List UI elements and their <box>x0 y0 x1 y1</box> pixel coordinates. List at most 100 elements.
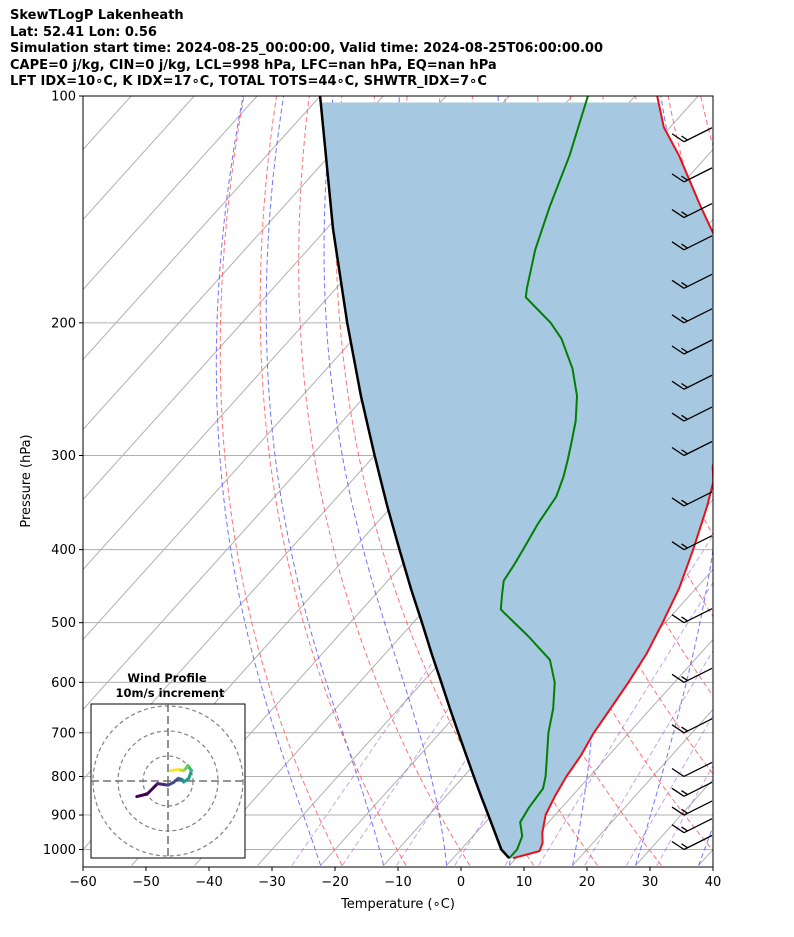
barb-half <box>681 449 688 455</box>
isotherm <box>83 96 384 431</box>
barb-half <box>681 808 688 814</box>
parcel-line <box>318 96 511 860</box>
x-tick-label: 20 <box>579 875 596 890</box>
x-tick-label: 30 <box>642 875 659 890</box>
barb-flag <box>671 824 685 834</box>
barb-staff <box>683 235 713 251</box>
wind-barb <box>671 127 713 143</box>
y-tick-label: 700 <box>51 726 76 741</box>
y-tick-label: 400 <box>51 543 76 558</box>
dry-adiabat <box>733 96 794 866</box>
x-tick-label: −50 <box>132 875 159 890</box>
barb-flag <box>671 173 685 183</box>
barb-staff <box>683 440 713 457</box>
barb-flag <box>671 241 685 251</box>
y-tick-label: 900 <box>51 809 76 824</box>
x-tick-label: −20 <box>321 875 348 890</box>
barb-flag <box>671 614 685 624</box>
y-tick-label: 800 <box>51 770 76 785</box>
barb-flag <box>671 787 685 797</box>
barb-staff <box>683 761 713 778</box>
dry-adiabat <box>700 96 713 149</box>
x-tick-label: 40 <box>705 875 722 890</box>
inset-subtitle: 10m/s increment <box>116 686 225 700</box>
wind-barb <box>671 818 713 834</box>
barb-flag <box>671 209 685 219</box>
inset-title: Wind Profile <box>127 671 207 685</box>
barb-flag <box>671 345 685 355</box>
barb-staff <box>683 308 713 324</box>
isotherm <box>83 96 258 291</box>
barb-flag <box>671 673 685 683</box>
barb-half <box>681 616 688 622</box>
barb-half <box>681 382 688 389</box>
x-tick-label: −30 <box>258 875 285 890</box>
y-tick-label: 200 <box>51 316 76 331</box>
barb-staff <box>683 374 713 390</box>
wind-barb <box>671 203 713 219</box>
barb-half <box>681 726 688 732</box>
title-indices: LFT IDX=10∘C, K IDX=17∘C, TOTAL TOTS=44∘… <box>10 74 487 90</box>
x-tick-label: −10 <box>384 875 411 890</box>
dry-adiabat <box>259 96 407 866</box>
barb-staff <box>683 167 713 183</box>
cape-area <box>320 102 713 859</box>
isotherm <box>83 96 321 361</box>
wind-barb <box>671 608 713 624</box>
barb-flag <box>671 446 685 457</box>
y-axis-label: Pressure (hPa) <box>19 434 34 527</box>
barb-half <box>681 243 688 249</box>
barb-half <box>681 826 688 832</box>
dry-adiabat <box>335 96 535 866</box>
wind-barb <box>671 718 713 734</box>
moist-adiabat <box>323 96 448 866</box>
barb-staff <box>683 718 713 734</box>
barb-staff <box>683 608 713 624</box>
title-times: Simulation start time: 2024-08-25_00:00:… <box>10 41 603 57</box>
barb-half <box>681 316 688 322</box>
isotherm <box>572 708 713 866</box>
title-cape: CAPE=0 j/kg, CIN=0 j/kg, LCL=998 hPa, LF… <box>10 57 497 73</box>
barb-half <box>681 843 688 849</box>
wind-barb <box>671 273 713 289</box>
barb-staff <box>683 818 713 834</box>
barb-flag <box>671 541 685 551</box>
barb-half <box>681 676 688 682</box>
barb-staff <box>683 535 713 551</box>
wind-barb <box>671 761 713 778</box>
wind-barb <box>671 781 713 797</box>
wind-barb <box>671 235 713 251</box>
moist-adiabat <box>265 96 385 866</box>
x-tick-label: −40 <box>195 875 222 890</box>
barb-flag <box>671 380 685 390</box>
wind-barb <box>671 406 713 422</box>
barb-flag <box>671 724 685 734</box>
cape-shading <box>320 102 713 859</box>
barb-half <box>681 790 688 796</box>
wind-barb <box>671 667 713 683</box>
barb-flag <box>671 412 685 422</box>
barb-half <box>681 282 688 288</box>
barb-flag <box>671 314 685 324</box>
moist-adiabat <box>215 96 322 866</box>
barb-staff <box>683 127 713 143</box>
barb-staff <box>683 834 713 851</box>
barb-half <box>681 135 688 141</box>
hodograph-segment <box>145 782 160 796</box>
barb-flag <box>671 279 685 289</box>
isotherm <box>83 96 447 501</box>
barb-staff <box>683 781 713 797</box>
x-tick-label: 10 <box>516 875 533 890</box>
barb-staff <box>683 800 713 816</box>
barb-staff <box>683 667 713 683</box>
dry-adiabat <box>766 96 794 866</box>
barb-flag <box>671 767 685 778</box>
barb-half <box>681 211 688 217</box>
barb-staff <box>683 339 713 355</box>
x-axis-label: Temperature (∘C) <box>340 897 455 912</box>
dry-adiabat <box>298 96 471 866</box>
dry-adiabat <box>219 96 343 866</box>
moist-adiabat <box>635 96 713 866</box>
wind-barb <box>671 491 713 507</box>
y-tick-label: 1000 <box>43 843 76 858</box>
